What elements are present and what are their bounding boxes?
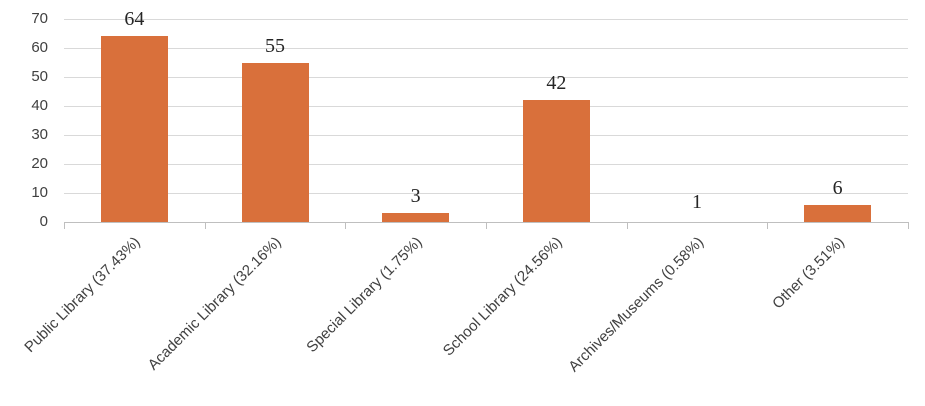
gridline	[64, 19, 908, 20]
data-label: 42	[546, 72, 567, 95]
x-tick	[486, 222, 487, 229]
y-tick-label: 0	[39, 213, 48, 230]
x-tick	[767, 222, 768, 229]
x-tick-label: Academic Library (32.16%)	[144, 233, 285, 374]
y-tick-label: 50	[31, 68, 48, 85]
gridline	[64, 135, 908, 136]
data-label: 6	[832, 176, 843, 199]
gridline	[64, 164, 908, 165]
y-tick-label: 10	[31, 184, 48, 201]
x-tick	[908, 222, 909, 229]
x-tick-label: Archives/Museums (0.58%)	[565, 233, 708, 376]
x-tick-label: Special Library (1.75%)	[302, 233, 426, 356]
data-label: 1	[692, 191, 702, 214]
x-tick	[64, 222, 65, 229]
bar	[241, 62, 309, 222]
y-tick-label: 30	[31, 126, 48, 143]
y-tick-label: 40	[31, 97, 48, 114]
data-label: 55	[265, 34, 285, 57]
x-tick-label: School Library (24.56%)	[440, 233, 566, 360]
y-tick-label: 60	[31, 39, 48, 56]
gridline	[64, 193, 908, 194]
gridline	[64, 106, 908, 107]
y-tick-label: 70	[31, 10, 48, 27]
data-label: 64	[124, 8, 145, 31]
gridline	[64, 48, 908, 49]
bar	[804, 204, 872, 222]
x-tick	[205, 222, 206, 229]
data-label: 3	[410, 185, 421, 208]
x-tick	[627, 222, 628, 229]
bar	[382, 213, 450, 222]
bar	[100, 36, 168, 222]
bar	[522, 100, 590, 222]
y-tick-label: 20	[31, 155, 48, 172]
x-tick-label: Public Library (37.43%)	[21, 233, 144, 356]
gridline	[64, 77, 908, 78]
x-tick	[345, 222, 346, 229]
x-tick-label: Other (3.51%)	[768, 233, 848, 313]
